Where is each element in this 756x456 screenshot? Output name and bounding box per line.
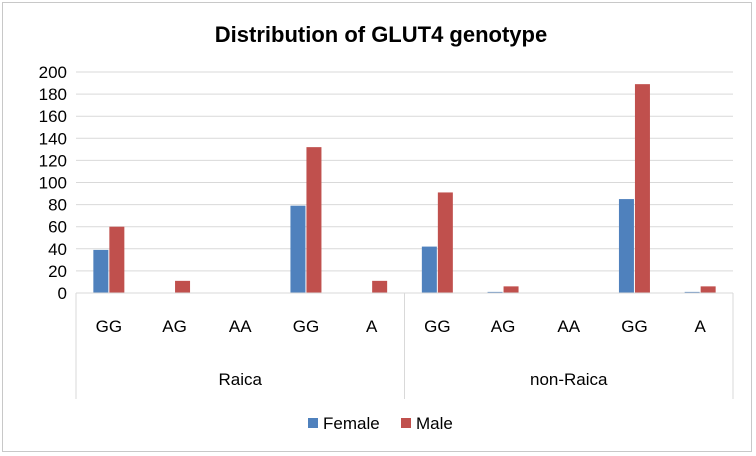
y-tick-label: 100 — [39, 174, 67, 193]
gridlines — [76, 71, 733, 294]
legend-swatch-male — [401, 418, 411, 428]
chart-frame: Distribution of GLUT4 genotype 0 20 40 60 80… — [2, 2, 752, 452]
x-tick-label: GG — [96, 317, 122, 336]
y-tick-label: 180 — [39, 85, 67, 104]
y-tick-label: 120 — [39, 151, 67, 170]
y-axis: 0 20 40 60 80 100 120 140 160 180 200 — [39, 63, 67, 303]
legend-label-male: Male — [416, 414, 453, 433]
x-tick-label: A — [366, 317, 378, 336]
bar-female — [290, 205, 306, 293]
bar-chart: Distribution of GLUT4 genotype 0 20 40 60 80… — [39, 22, 734, 433]
y-tick-label: 200 — [39, 63, 67, 82]
y-tick-label: 20 — [48, 262, 67, 281]
x-tick-label: AA — [229, 317, 252, 336]
x-tick-label: AG — [491, 317, 516, 336]
group-label: Raica — [219, 370, 263, 389]
bar-male — [634, 84, 650, 293]
y-tick-label: 60 — [48, 218, 67, 237]
group-label: non-Raica — [530, 370, 608, 389]
y-tick-label: 160 — [39, 107, 67, 126]
bar-male — [503, 286, 519, 293]
bar-male — [700, 286, 716, 293]
x-tick-label: A — [694, 317, 706, 336]
bar-female — [421, 246, 437, 293]
x-tick-label: GG — [293, 317, 319, 336]
bar-female — [487, 291, 503, 293]
chart-title: Distribution of GLUT4 genotype — [215, 22, 547, 47]
bar-female — [618, 199, 634, 293]
bar-female — [93, 249, 109, 293]
x-tick-label: GG — [424, 317, 450, 336]
y-tick-label: 80 — [48, 196, 67, 215]
x-tick-label: GG — [621, 317, 647, 336]
bar-male — [306, 147, 322, 293]
legend-swatch-female — [308, 418, 318, 428]
y-tick-label: 40 — [48, 240, 67, 259]
bars — [93, 84, 716, 293]
legend: Female Male — [308, 414, 453, 433]
bar-male — [175, 280, 191, 293]
x-tick-label: AG — [162, 317, 187, 336]
x-tick-label: AA — [557, 317, 580, 336]
bar-female — [684, 291, 700, 293]
y-tick-label: 0 — [58, 284, 67, 303]
bar-male — [372, 280, 388, 293]
y-tick-label: 140 — [39, 129, 67, 148]
bar-male — [437, 192, 453, 293]
legend-label-female: Female — [323, 414, 380, 433]
bar-male — [109, 226, 125, 293]
